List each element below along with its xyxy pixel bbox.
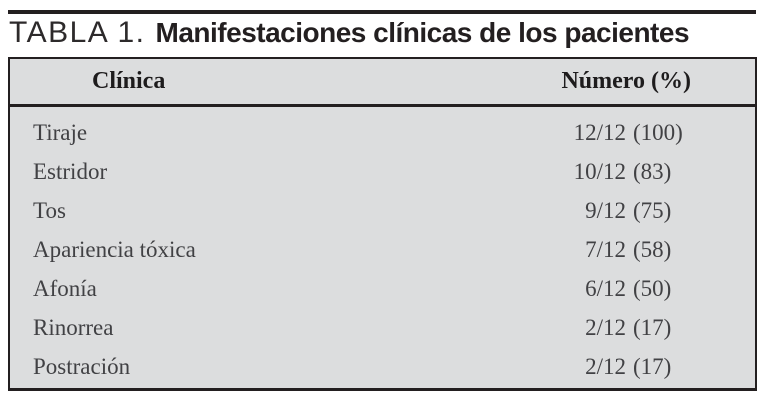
row-label: Tiraje — [33, 119, 88, 145]
row-label: Tos — [33, 197, 66, 223]
table-header-row: Clínica Número (%) — [10, 59, 755, 107]
table-row: Estridor 10/12 (83) — [10, 152, 755, 191]
row-label: Rinorrea — [33, 314, 114, 340]
row-fraction: 6/12 — [585, 275, 626, 301]
table-row: Tos 9/12 (75) — [10, 191, 755, 230]
row-fraction: 10/12 — [573, 158, 626, 184]
row-label: Afonía — [33, 275, 97, 301]
row-percent: (50) — [633, 275, 672, 301]
row-value: 9/12 (75) — [570, 198, 691, 224]
table-row: Postración 2/12 (17) — [10, 347, 755, 386]
row-value: 6/12 (50) — [570, 276, 691, 302]
table-row: Rinorrea 2/12 (17) — [10, 308, 755, 347]
clinical-manifestations-table: Clínica Número (%) Tiraje 12/12 (100) Es… — [8, 57, 757, 391]
row-percent: (17) — [633, 353, 672, 379]
row-label: Apariencia tóxica — [33, 236, 196, 262]
row-value: 12/12 (100) — [570, 120, 691, 146]
column-header-clinica: Clínica — [92, 68, 166, 94]
row-value: 2/12 (17) — [570, 315, 691, 341]
table-row: Apariencia tóxica 7/12 (58) — [10, 230, 755, 269]
row-percent: (75) — [633, 197, 672, 223]
row-label: Postración — [33, 353, 131, 379]
table-caption: TABLA 1. Manifestaciones clínicas de los … — [9, 16, 690, 55]
row-fraction: 12/12 — [573, 119, 626, 145]
row-percent: (83) — [633, 158, 672, 184]
row-fraction: 7/12 — [585, 236, 626, 262]
table-row: Tiraje 12/12 (100) — [10, 113, 755, 152]
title-top-rule — [8, 10, 756, 14]
row-value: 10/12 (83) — [570, 159, 691, 185]
column-header-numero: Número (%) — [561, 68, 691, 94]
row-percent: (17) — [633, 314, 672, 340]
row-percent: (58) — [633, 236, 672, 262]
table-body: Tiraje 12/12 (100) Estridor 10/12 (83) T… — [10, 107, 755, 386]
table-row: Afonía 6/12 (50) — [10, 269, 755, 308]
row-label: Estridor — [33, 158, 108, 184]
row-value: 7/12 (58) — [570, 237, 691, 263]
table-label: TABLA 1. — [9, 16, 146, 49]
row-fraction: 9/12 — [585, 197, 626, 223]
table-title: Manifestaciones clínicas de los paciente… — [155, 17, 690, 48]
row-value: 2/12 (17) — [570, 354, 691, 380]
row-percent: (100) — [633, 119, 683, 145]
row-fraction: 2/12 — [585, 314, 626, 340]
row-fraction: 2/12 — [585, 353, 626, 379]
